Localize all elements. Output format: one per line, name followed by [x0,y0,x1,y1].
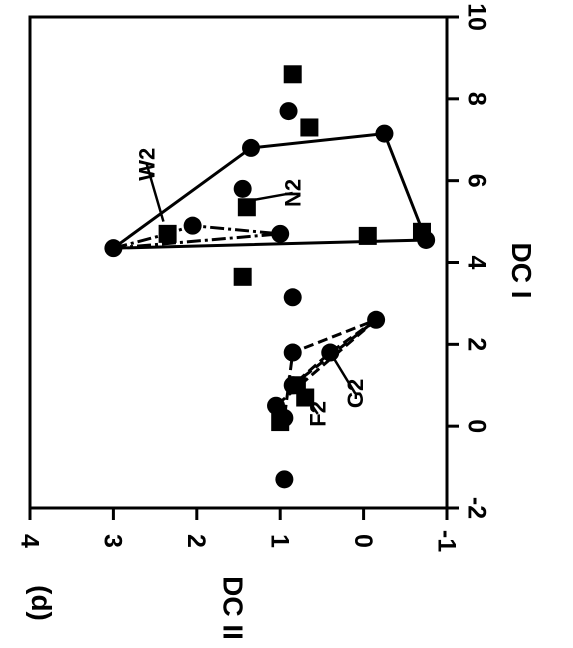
x-tick-label: 6 [462,174,490,188]
circle-point [104,239,123,258]
annotation-leader [329,351,357,395]
circle-point [375,124,394,143]
x-tick-label: 10 [462,3,490,31]
circle-point [233,179,252,198]
circle-point [242,138,261,157]
x-tick-label: 8 [462,92,490,106]
square-point [233,267,252,286]
circle-point [283,343,302,362]
square-point [412,222,431,241]
x-tick-label: 0 [462,419,490,433]
plot-frame [28,15,449,510]
circle-point [275,470,294,489]
group-annotations: W2 N2 G2 F2 [134,148,368,427]
annotation-label: G2 [343,379,368,408]
y-tick-label: 4 [15,534,43,548]
x-tick-label: 4 [462,256,490,270]
axis-text-layer: -2 0 2 4 6 8 10 -1 0 1 2 3 4 DC I DC II (d) [15,3,537,640]
y-axis-title: DC II [218,576,249,640]
circle-point [367,310,386,329]
square-point [283,65,302,84]
x-tick-label: 2 [462,337,490,351]
y-tick-label: 3 [99,534,127,548]
panel-label: (d) [26,585,57,621]
plot-frame-layer [28,15,459,520]
square-point [237,198,256,217]
annotation-label: N2 [280,179,305,207]
annotation-leader [246,191,293,203]
annotation-label: W2 [134,148,159,181]
annotation-leader [145,163,165,222]
square-point [271,413,290,432]
x-tick-label: -2 [462,497,490,519]
y-tick-label: 2 [182,534,210,548]
square-point [358,226,377,245]
square-point [300,118,319,137]
circle-point [283,288,302,307]
y-tick-label: -1 [432,530,460,552]
group-outlines [112,131,429,423]
circle-point [271,224,290,243]
y-tick-label: 1 [265,534,293,548]
annotation-leader [291,376,319,415]
x-axis-title: DC I [506,243,537,299]
y-tick-label: 0 [349,534,377,548]
annotation-label: F2 [305,401,330,427]
circle-point [183,216,202,235]
group-outline [274,318,378,423]
square-point [158,224,177,243]
data-points [104,65,436,489]
circle-point [279,102,298,121]
